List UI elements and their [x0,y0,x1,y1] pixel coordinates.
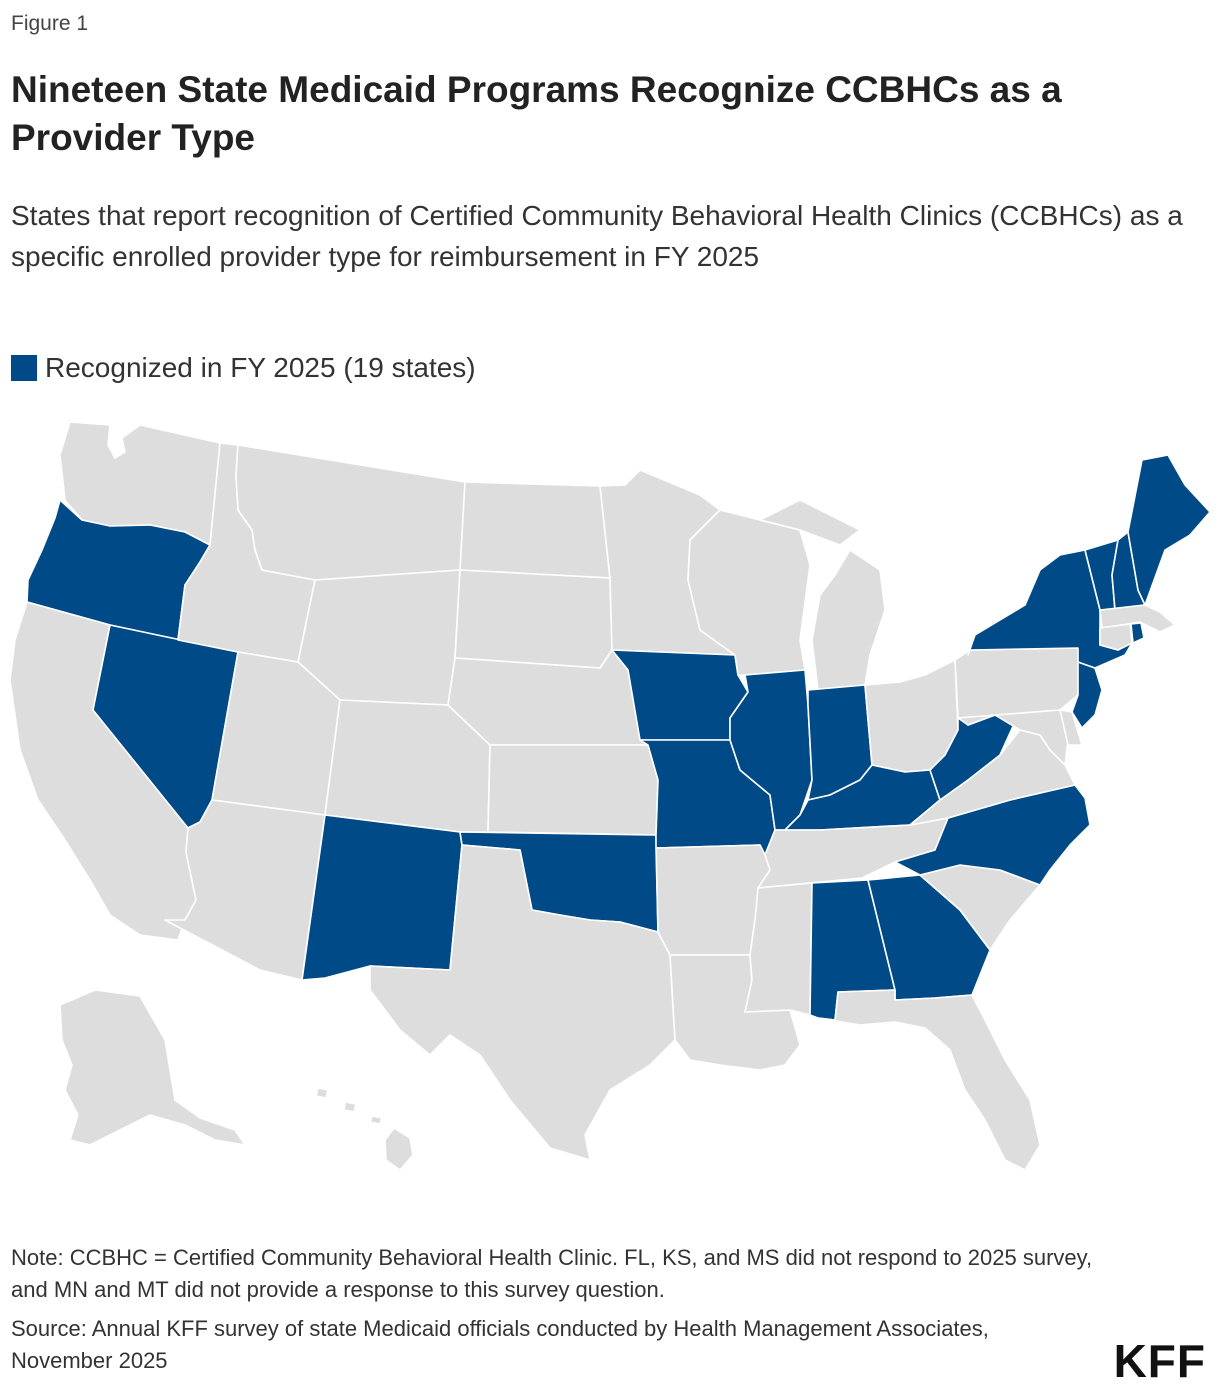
state-NE [447,649,649,746]
state-TX [369,844,676,1161]
map-states [9,421,1211,1171]
state-MI [759,499,886,691]
state-NM [301,814,463,981]
kff-logo: KFF [1113,1335,1206,1387]
state-CT [1099,623,1133,651]
us-state-map [9,421,1211,1171]
chart-source: Source: Annual KFF survey of state Medic… [11,1316,989,1373]
state-PA [954,647,1091,719]
state-ND [459,481,611,579]
state-FL [817,989,1041,1171]
state-AK [59,989,246,1146]
state-DE [1059,709,1083,746]
chart-title: Nineteen State Medicaid Programs Recogni… [11,69,1062,158]
legend-label: Recognized in FY 2025 (19 states) [45,352,476,383]
state-HI [315,1087,414,1171]
state-ME [1127,454,1211,606]
legend: Recognized in FY 2025 (19 states) [11,352,476,384]
chart-note: Note: CCBHC = Certified Community Behavi… [11,1245,1093,1302]
state-MT [235,444,466,581]
figure-label: Figure 1 [11,12,89,35]
state-SD [454,569,613,669]
state-RI [1130,622,1145,644]
state-KS [487,744,659,836]
state-NJ [1071,661,1103,729]
chart-subtitle: States that report recognition of Certif… [11,200,1183,272]
legend-swatch [11,355,37,381]
